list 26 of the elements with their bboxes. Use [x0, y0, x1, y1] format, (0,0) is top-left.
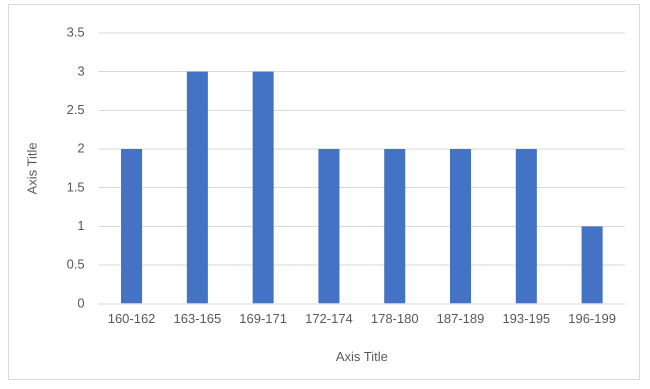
bar — [186, 72, 208, 304]
bar — [582, 226, 603, 304]
x-tick-label: 187-189 — [436, 311, 484, 326]
x-tick-label: 160-162 — [108, 311, 156, 326]
y-tick-label: 2 — [77, 140, 85, 156]
bar — [121, 149, 142, 304]
y-tick-label: 1 — [77, 218, 85, 234]
bar — [252, 72, 274, 304]
x-tick-label: 193-195 — [502, 311, 550, 326]
bar — [318, 149, 340, 304]
y-tick-label: 2.5 — [66, 102, 85, 117]
y-axis-title: Axis Title — [24, 142, 40, 194]
x-tick-label: 178-180 — [370, 311, 419, 326]
y-tick-label: 3 — [77, 63, 85, 78]
bar — [384, 149, 406, 304]
x-tick-label: 163-165 — [174, 311, 222, 326]
x-axis-title: Axis Title — [336, 348, 388, 364]
y-tick-label: 0.5 — [66, 256, 85, 272]
y-tick-label: 3.5 — [66, 24, 85, 40]
x-tick-label: 196-199 — [568, 311, 616, 326]
y-tick-label: 0 — [77, 295, 85, 310]
bar — [450, 149, 472, 304]
bar — [516, 149, 537, 304]
x-tick-label: 169-171 — [239, 311, 288, 326]
x-tick-label: 172-174 — [305, 311, 353, 326]
y-tick-label: 1.5 — [66, 179, 85, 194]
